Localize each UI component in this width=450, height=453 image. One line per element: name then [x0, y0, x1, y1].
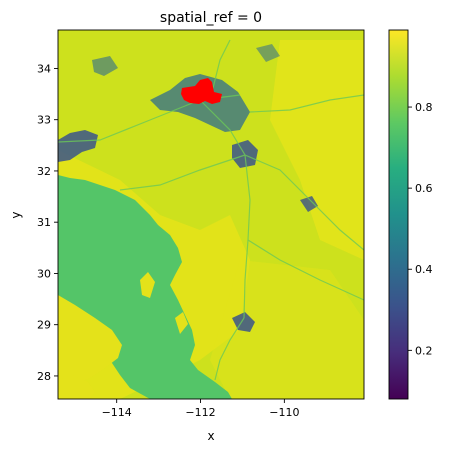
baja-land: [58, 295, 122, 388]
x-tick-label: −112: [185, 406, 215, 419]
y-tick-label: 33: [37, 114, 51, 127]
heatmap-bright-region: [270, 40, 364, 260]
y-tick-label: 31: [37, 216, 51, 229]
urban-area-west: [58, 130, 98, 162]
x-axis-label: x: [207, 429, 214, 443]
road-network: [58, 39, 364, 381]
y-tick-label: 32: [37, 165, 51, 178]
baja-south: [58, 375, 95, 399]
colorbar-tick-label: 0.6: [415, 182, 433, 195]
x-axis: −114 −112 −110: [102, 399, 299, 419]
colorbar-tick-label: 0.4: [415, 263, 433, 276]
heatmap-image: [58, 30, 364, 399]
colorbar: [388, 29, 409, 400]
y-tick-label: 34: [37, 62, 51, 75]
heatmap-bright-region: [210, 260, 364, 399]
island: [140, 272, 155, 298]
plot-frame: [57, 29, 365, 400]
y-axis-label: y: [9, 211, 23, 218]
y-tick-label: 28: [37, 370, 51, 383]
colorbar-tick-label: 0.2: [415, 344, 433, 357]
highlight-region: [181, 78, 222, 104]
colorbar-ticks: 0.2 0.4 0.6 0.8: [408, 101, 433, 357]
x-tick-label: −110: [269, 406, 299, 419]
urban-area-east: [300, 196, 318, 212]
urban-scatter-nw: [92, 56, 118, 76]
x-tick-label: −114: [102, 406, 132, 419]
island: [175, 312, 188, 334]
y-axis: 28 29 30 31 32 33 34: [37, 62, 58, 383]
urban-scatter-ne: [256, 44, 280, 62]
colorbar-tick-label: 0.8: [415, 101, 433, 114]
y-tick-label: 30: [37, 267, 51, 280]
y-tick-label: 29: [37, 319, 51, 332]
chart-title: spatial_ref = 0: [160, 10, 262, 26]
